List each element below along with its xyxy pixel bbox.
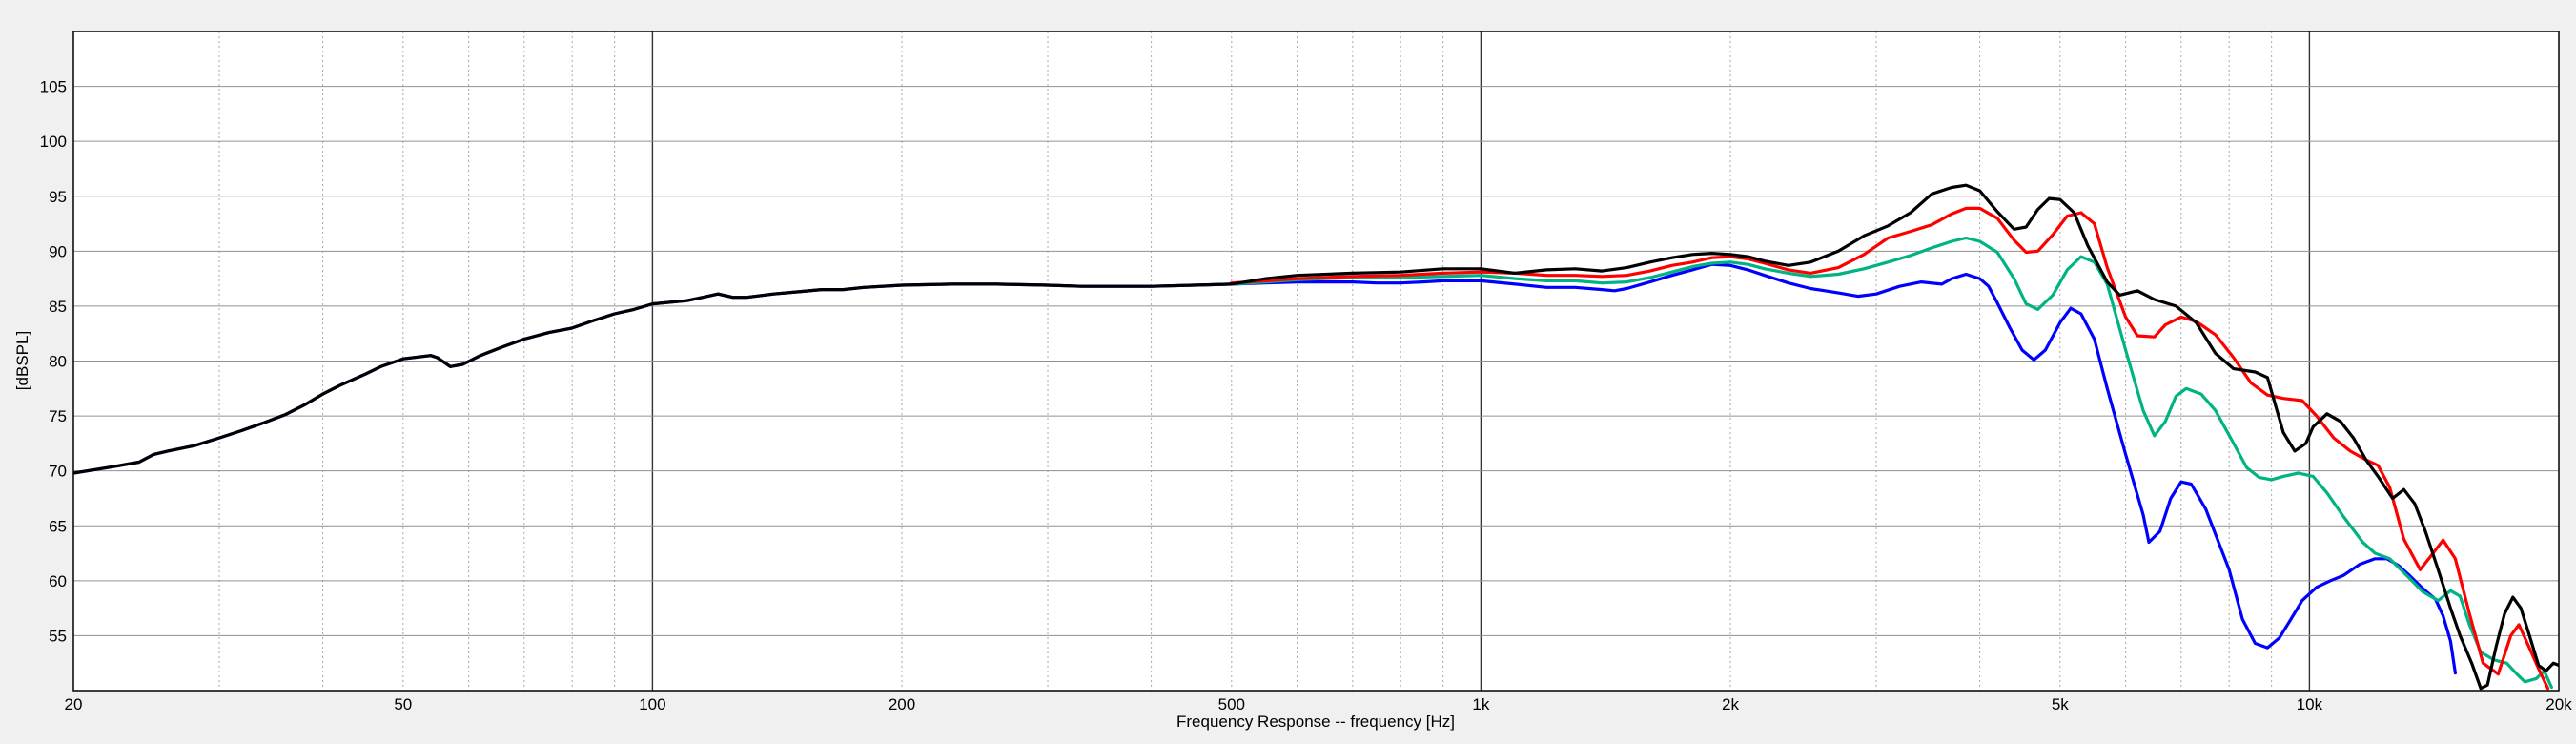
x-tick-label: 1k bbox=[1472, 695, 1489, 713]
x-tick-labels: 20 50 100 200 500 1k 2k 5k 10k 20k bbox=[65, 695, 2573, 713]
x-tick-label: 2k bbox=[1722, 695, 1739, 713]
y-tick-label: 100 bbox=[40, 133, 67, 151]
y-tick-label: 60 bbox=[49, 572, 67, 590]
x-tick-label: 20 bbox=[65, 695, 83, 713]
x-tick-label: 500 bbox=[1218, 695, 1245, 713]
y-tick-label: 75 bbox=[49, 407, 67, 425]
y-tick-label: 95 bbox=[49, 188, 67, 206]
series-line-3 bbox=[1230, 206, 2550, 691]
plot-frame bbox=[72, 31, 2560, 692]
x-axis-label: Frequency Response -- frequency [Hz] bbox=[1176, 713, 1455, 731]
x-tick-label: 5k bbox=[2052, 695, 2069, 713]
y-tick-label: 65 bbox=[49, 517, 67, 535]
y-tick-label: 105 bbox=[40, 78, 67, 96]
y-tick-label: 70 bbox=[49, 463, 67, 481]
y-axis-label: [dBSPL] bbox=[13, 331, 31, 390]
x-tick-label: 10k bbox=[2297, 695, 2323, 713]
series-layer bbox=[73, 183, 2559, 691]
x-tick-label: 20k bbox=[2545, 695, 2572, 713]
series-line-4 bbox=[73, 183, 2559, 691]
x-tick-label: 50 bbox=[394, 695, 412, 713]
major-gridlines bbox=[73, 31, 2559, 691]
x-tick-label: 200 bbox=[889, 695, 915, 713]
y-tick-label: 85 bbox=[49, 298, 67, 316]
y-tick-label: 80 bbox=[49, 353, 67, 371]
series-line-2 bbox=[1230, 236, 2553, 690]
y-tick-label: 55 bbox=[49, 627, 67, 645]
x-tick-label: 100 bbox=[639, 695, 665, 713]
y-tick-labels: 55 60 65 70 75 80 85 90 95 100 105 bbox=[40, 78, 67, 646]
y-tick-label: 90 bbox=[49, 242, 67, 260]
